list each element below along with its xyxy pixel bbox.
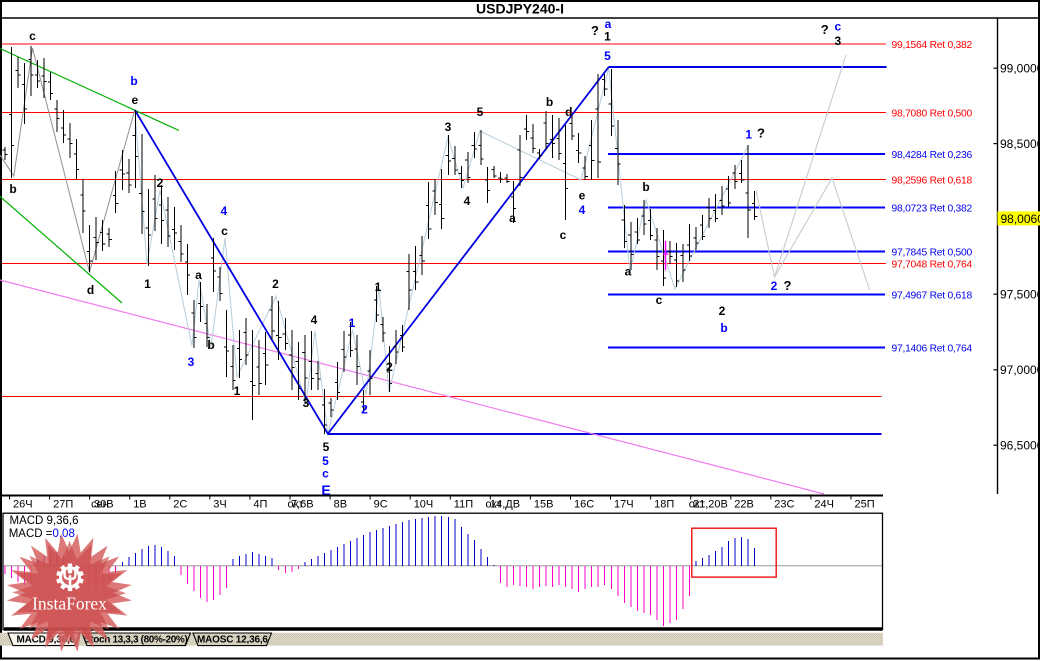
svg-text:3: 3 — [445, 120, 452, 134]
svg-text:1: 1 — [375, 280, 382, 294]
svg-text:97,0000: 97,0000 — [1000, 363, 1040, 377]
svg-text:10Ч: 10Ч — [414, 499, 434, 511]
svg-text:3: 3 — [834, 34, 841, 48]
svg-text:15В: 15В — [534, 499, 554, 511]
svg-text:5: 5 — [322, 454, 329, 468]
svg-text:b: b — [642, 180, 649, 194]
svg-text:c: c — [656, 293, 663, 307]
svg-text:окт: окт — [486, 499, 502, 511]
svg-text:23С: 23С — [774, 499, 794, 511]
svg-text:9С: 9С — [374, 499, 388, 511]
svg-text:4П: 4П — [253, 499, 267, 511]
svg-text:98,0060: 98,0060 — [1001, 212, 1040, 226]
svg-text:27П: 27П — [53, 499, 73, 511]
svg-text:a: a — [625, 265, 632, 279]
svg-text:окт: окт — [689, 499, 705, 511]
svg-text:c: c — [322, 467, 329, 481]
svg-text:5: 5 — [477, 105, 484, 119]
svg-text:?: ? — [591, 23, 599, 38]
svg-text:2: 2 — [386, 360, 393, 374]
svg-text:99,0000: 99,0000 — [1000, 61, 1040, 75]
svg-text:26Ч: 26Ч — [13, 499, 33, 511]
svg-text:c: c — [29, 29, 36, 43]
svg-text:b: b — [130, 74, 137, 88]
svg-text:a: a — [195, 268, 202, 282]
svg-text:2: 2 — [157, 176, 164, 190]
svg-text:25П: 25П — [855, 499, 875, 511]
svg-text:2: 2 — [719, 304, 726, 318]
svg-text:1: 1 — [144, 277, 151, 291]
svg-text:1: 1 — [234, 384, 241, 398]
svg-text:5: 5 — [604, 49, 611, 63]
svg-text:24Ч: 24Ч — [814, 499, 834, 511]
svg-text:18П: 18П — [654, 499, 674, 511]
svg-text:97,4967 Ret 0,618: 97,4967 Ret 0,618 — [892, 290, 973, 301]
svg-text:1: 1 — [349, 316, 356, 330]
svg-text:2: 2 — [771, 279, 778, 293]
svg-text:14,ДВ: 14,ДВ — [490, 499, 520, 511]
svg-text:99,1564 Ret 0,382: 99,1564 Ret 0,382 — [892, 40, 973, 51]
svg-text:98,0723 Ret 0,382: 98,0723 Ret 0,382 — [892, 203, 973, 214]
svg-text:c: c — [560, 228, 567, 242]
svg-text:4: 4 — [579, 203, 586, 217]
svg-text:e: e — [131, 93, 138, 107]
svg-text:8В: 8В — [334, 499, 347, 511]
svg-text:Stoch 13,3,3 (80%-20%): Stoch 13,3,3 (80%-20%) — [84, 635, 187, 646]
svg-text:USDJPY240-I: USDJPY240-I — [476, 1, 564, 17]
svg-text:3Ч: 3Ч — [213, 499, 226, 511]
svg-text:98,2596 Ret 0,618: 98,2596 Ret 0,618 — [892, 175, 973, 186]
svg-text:97,1406 Ret 0,764: 97,1406 Ret 0,764 — [892, 343, 973, 354]
svg-text:4: 4 — [311, 313, 318, 327]
svg-text:a: a — [605, 17, 612, 31]
svg-text:b: b — [9, 182, 16, 196]
svg-text:1В: 1В — [133, 499, 146, 511]
svg-text:2С: 2С — [173, 499, 187, 511]
svg-text:21,20В: 21,20В — [693, 499, 728, 511]
svg-text:a: a — [509, 211, 516, 225]
svg-text:?: ? — [784, 278, 792, 293]
svg-text:MAOSC 12,36,6: MAOSC 12,36,6 — [197, 635, 268, 646]
svg-text:96,5000: 96,5000 — [1000, 438, 1040, 452]
svg-text:98,4284 Ret 0,236: 98,4284 Ret 0,236 — [892, 150, 973, 161]
svg-text:MACD =0,08: MACD =0,08 — [9, 528, 75, 540]
svg-text:1: 1 — [745, 128, 752, 142]
svg-text:4: 4 — [220, 204, 227, 218]
svg-text:98,5000: 98,5000 — [1000, 137, 1040, 151]
svg-text:b: b — [720, 321, 727, 335]
svg-text:7,6В: 7,6В — [291, 499, 314, 511]
svg-text:30В: 30В — [94, 499, 114, 511]
svg-text:d: d — [565, 105, 572, 119]
svg-text:b: b — [546, 95, 553, 109]
svg-text:сен: сен — [91, 499, 109, 511]
svg-text:3: 3 — [188, 355, 195, 369]
svg-text:d: d — [87, 283, 94, 297]
svg-text:16С: 16С — [574, 499, 594, 511]
svg-text:3: 3 — [303, 396, 310, 410]
svg-text:97,7048 Ret 0,764: 97,7048 Ret 0,764 — [892, 259, 973, 270]
svg-text:c: c — [834, 20, 841, 34]
svg-text:InstaForex: InstaForex — [32, 593, 107, 613]
svg-text:?: ? — [821, 22, 829, 37]
svg-text:5: 5 — [323, 440, 330, 454]
svg-text:97,5000: 97,5000 — [1000, 287, 1040, 301]
svg-text:22В: 22В — [734, 499, 754, 511]
svg-text:98,7080 Ret 0,500: 98,7080 Ret 0,500 — [892, 108, 973, 119]
svg-text:MACD 9,36,6: MACD 9,36,6 — [10, 515, 79, 527]
svg-text:e: e — [579, 189, 586, 203]
svg-text:b: b — [207, 338, 214, 352]
svg-text:97,7845 Ret 0,500: 97,7845 Ret 0,500 — [892, 247, 973, 258]
svg-text:E: E — [321, 482, 330, 498]
svg-text:окт: окт — [288, 499, 304, 511]
svg-text:1: 1 — [604, 30, 611, 44]
svg-text:4: 4 — [464, 194, 471, 208]
svg-text:17Ч: 17Ч — [614, 499, 634, 511]
svg-text:?: ? — [757, 126, 765, 141]
svg-text:2: 2 — [361, 403, 368, 417]
svg-text:2: 2 — [272, 277, 279, 291]
svg-text:c: c — [221, 224, 228, 238]
svg-text:11П: 11П — [454, 499, 473, 511]
